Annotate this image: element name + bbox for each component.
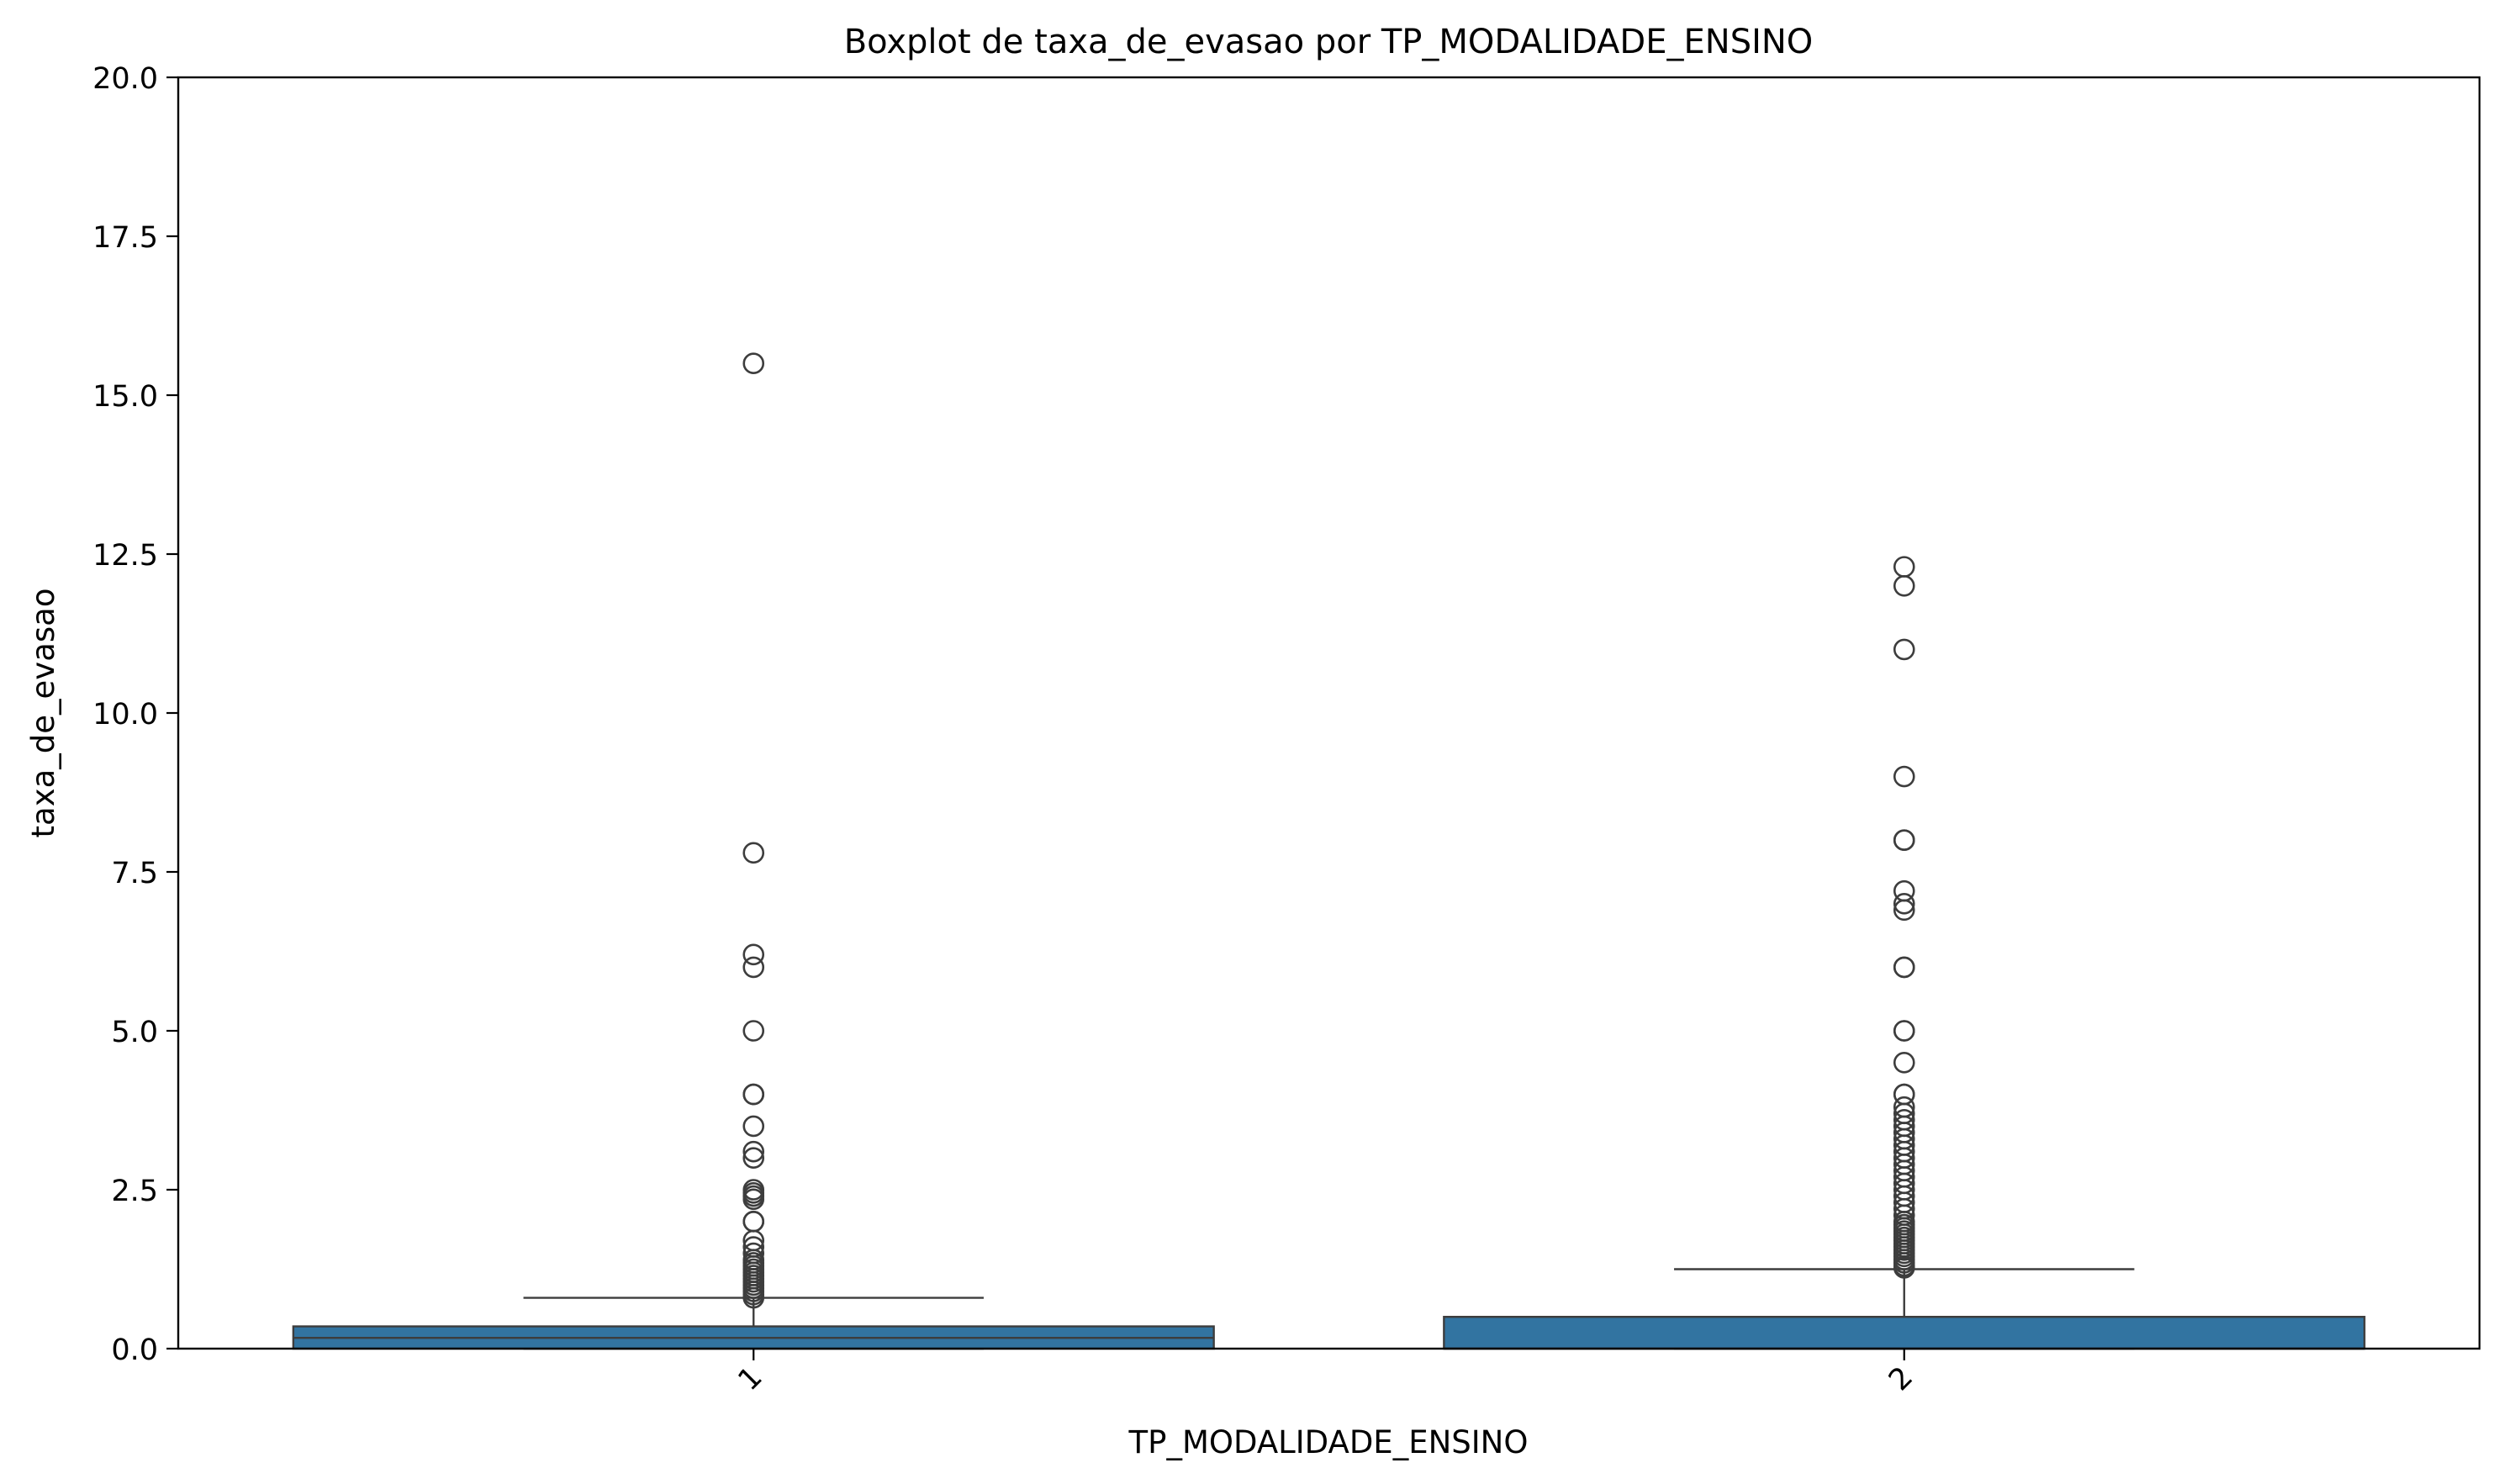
- plot-frame: [177, 76, 2481, 1350]
- outlier-point: [742, 1020, 765, 1042]
- outlier-point: [742, 1188, 765, 1211]
- outlier-point: [1893, 765, 1915, 788]
- box-group-2: [1443, 556, 2366, 1350]
- y-tick-label: 7.5: [111, 857, 158, 890]
- y-axis: 0.0 2.5 5.0 7.5 10.0 12.5 15.0 17.5 20.0: [92, 62, 178, 1367]
- x-tick-label: 2: [1883, 1360, 1920, 1397]
- y-axis-label: taxa_de_evasao: [25, 589, 61, 838]
- outlier-point: [742, 1140, 765, 1163]
- y-tick-label: 17.5: [92, 221, 158, 255]
- outlier-point: [742, 1115, 765, 1138]
- box: [1443, 1315, 2366, 1350]
- y-tick-label: 5.0: [111, 1016, 158, 1049]
- outlier-point: [742, 1147, 765, 1169]
- outlier-point: [742, 842, 765, 864]
- outlier-point: [1893, 956, 1915, 979]
- outlier-point: [1893, 829, 1915, 852]
- outlier-point: [742, 1083, 765, 1106]
- outlier-point: [1893, 899, 1915, 922]
- outlier-point: [1893, 574, 1915, 597]
- chart-title: Boxplot de taxa_de_evasao por TP_MODALID…: [844, 23, 1814, 61]
- y-tick-label: 10.0: [92, 698, 158, 731]
- outlier-point: [1893, 893, 1915, 915]
- outlier-point: [742, 352, 765, 375]
- outlier-point: [1893, 1020, 1915, 1042]
- y-tick-label: 20.0: [92, 62, 158, 96]
- outlier-point: [742, 943, 765, 966]
- x-axis-label: TP_MODALIDADE_ENSINO: [1128, 1424, 1529, 1460]
- y-tick-label: 2.5: [111, 1175, 158, 1208]
- x-tick-label: 1: [732, 1360, 769, 1397]
- outlier-point: [1893, 556, 1915, 578]
- outlier-point: [742, 1211, 765, 1233]
- y-tick-label: 12.5: [92, 539, 158, 573]
- outlier-point: [742, 1286, 765, 1309]
- outlier-point: [1893, 638, 1915, 661]
- y-tick-label: 15.0: [92, 380, 158, 414]
- y-tick-label: 0.0: [111, 1333, 158, 1367]
- box-group-1: [292, 352, 1215, 1350]
- outlier-point: [1893, 1257, 1915, 1279]
- plot-area: [292, 352, 2366, 1350]
- outlier-point: [742, 956, 765, 979]
- outlier-point: [1893, 1052, 1915, 1074]
